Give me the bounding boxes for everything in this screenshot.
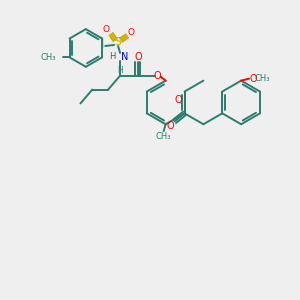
Text: H: H <box>117 66 123 75</box>
Text: S: S <box>115 37 122 47</box>
Text: O: O <box>134 52 142 62</box>
Text: CH₃: CH₃ <box>254 74 270 83</box>
Text: CH₃: CH₃ <box>40 53 56 62</box>
Text: O: O <box>175 95 182 106</box>
Text: O: O <box>249 74 257 84</box>
Text: O: O <box>167 121 175 131</box>
Text: H: H <box>109 52 115 62</box>
Text: O: O <box>128 28 134 37</box>
Text: O: O <box>103 25 110 34</box>
Text: O: O <box>154 71 161 81</box>
Text: N: N <box>121 52 128 62</box>
Text: CH₃: CH₃ <box>156 132 171 141</box>
